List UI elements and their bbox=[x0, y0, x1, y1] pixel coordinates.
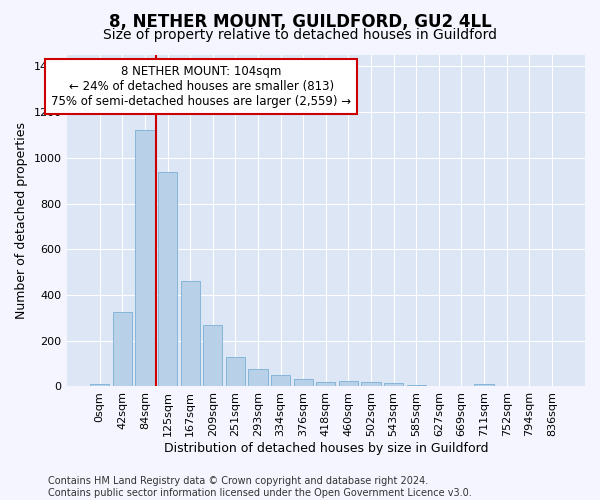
Bar bbox=[90, 384, 109, 386]
Text: 8, NETHER MOUNT, GUILDFORD, GU2 4LL: 8, NETHER MOUNT, GUILDFORD, GU2 4LL bbox=[109, 12, 491, 30]
Bar bbox=[113, 312, 132, 386]
Bar bbox=[475, 384, 494, 386]
Bar bbox=[293, 379, 313, 386]
Bar bbox=[226, 356, 245, 386]
Y-axis label: Number of detached properties: Number of detached properties bbox=[15, 122, 28, 319]
Text: Size of property relative to detached houses in Guildford: Size of property relative to detached ho… bbox=[103, 28, 497, 42]
Bar bbox=[339, 382, 358, 386]
Text: Contains HM Land Registry data © Crown copyright and database right 2024.
Contai: Contains HM Land Registry data © Crown c… bbox=[48, 476, 472, 498]
Bar bbox=[158, 172, 177, 386]
Bar bbox=[361, 382, 380, 386]
Bar bbox=[203, 325, 223, 386]
Bar bbox=[248, 368, 268, 386]
X-axis label: Distribution of detached houses by size in Guildford: Distribution of detached houses by size … bbox=[164, 442, 488, 455]
Text: 8 NETHER MOUNT: 104sqm
← 24% of detached houses are smaller (813)
75% of semi-de: 8 NETHER MOUNT: 104sqm ← 24% of detached… bbox=[51, 65, 352, 108]
Bar bbox=[271, 375, 290, 386]
Bar bbox=[136, 130, 155, 386]
Bar bbox=[181, 281, 200, 386]
Bar bbox=[316, 382, 335, 386]
Bar bbox=[384, 384, 403, 386]
